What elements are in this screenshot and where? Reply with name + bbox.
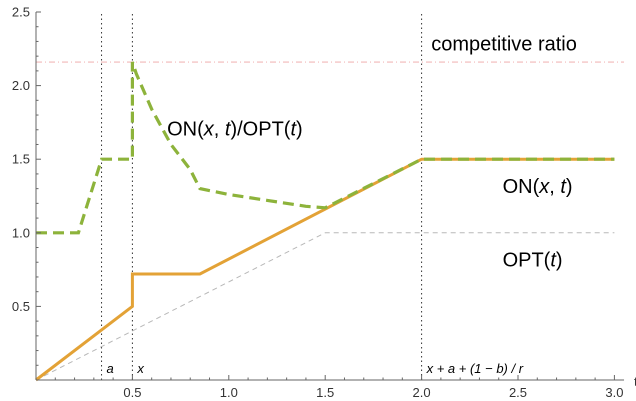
x-tick-label: 2.5 bbox=[509, 385, 527, 400]
series-layer bbox=[35, 61, 615, 382]
label-part: ) bbox=[566, 176, 573, 198]
label-part: , bbox=[214, 119, 225, 141]
label-part: x bbox=[203, 119, 215, 141]
x-axis-label: t bbox=[634, 374, 636, 389]
label-part: t bbox=[560, 176, 567, 198]
axes: 0.5 1.0 1.5 2.0 2.5 3.0 0.5 1.0 1.5 2.0 2.5 t bbox=[12, 5, 636, 401]
online-cost-label: ON(x, t) bbox=[503, 176, 573, 198]
x-tick-label: 1.0 bbox=[220, 385, 238, 400]
label-part: t bbox=[550, 250, 557, 272]
label-part: competitive ratio bbox=[431, 33, 577, 55]
y-tick-label: 1.5 bbox=[12, 152, 30, 167]
y-tick-label: 0.5 bbox=[12, 299, 30, 314]
vertical-marker-label: a bbox=[107, 361, 114, 376]
x-tick-label: 2.0 bbox=[413, 385, 431, 400]
opt-cost-label: OPT(t) bbox=[503, 250, 563, 272]
y-tick-label: 2.5 bbox=[12, 5, 30, 20]
ratio-series-label: ON(x, t)/OPT(t) bbox=[167, 119, 303, 141]
label-part: x bbox=[538, 176, 550, 198]
label-part: ) bbox=[296, 119, 303, 141]
y-tick-label: 2.0 bbox=[12, 78, 30, 93]
reference-lines: a x x + a + (1 − b) / r bbox=[36, 12, 625, 380]
x-tick-label: 1.5 bbox=[316, 385, 334, 400]
label-part: )/OPT( bbox=[230, 119, 290, 141]
label-part: ON( bbox=[503, 176, 540, 198]
label-part: t bbox=[290, 119, 297, 141]
ratio-series-line bbox=[36, 61, 615, 235]
online-cost-line bbox=[35, 157, 615, 382]
label-part: ) bbox=[556, 250, 563, 272]
label-part: t bbox=[225, 119, 232, 141]
competitive-ratio-label: competitive ratio bbox=[431, 33, 577, 55]
x-tick-label: 0.5 bbox=[123, 385, 141, 400]
y-tick-label: 1.0 bbox=[12, 225, 30, 240]
label-part: OPT( bbox=[503, 250, 551, 272]
label-part: ON( bbox=[167, 119, 204, 141]
x-tick-label: 3.0 bbox=[605, 385, 623, 400]
vertical-marker-label: x bbox=[136, 361, 144, 376]
label-part: , bbox=[549, 176, 560, 198]
opt-cost-line bbox=[35, 232, 615, 381]
vertical-marker-label: x + a + (1 − b) / r bbox=[426, 361, 524, 376]
